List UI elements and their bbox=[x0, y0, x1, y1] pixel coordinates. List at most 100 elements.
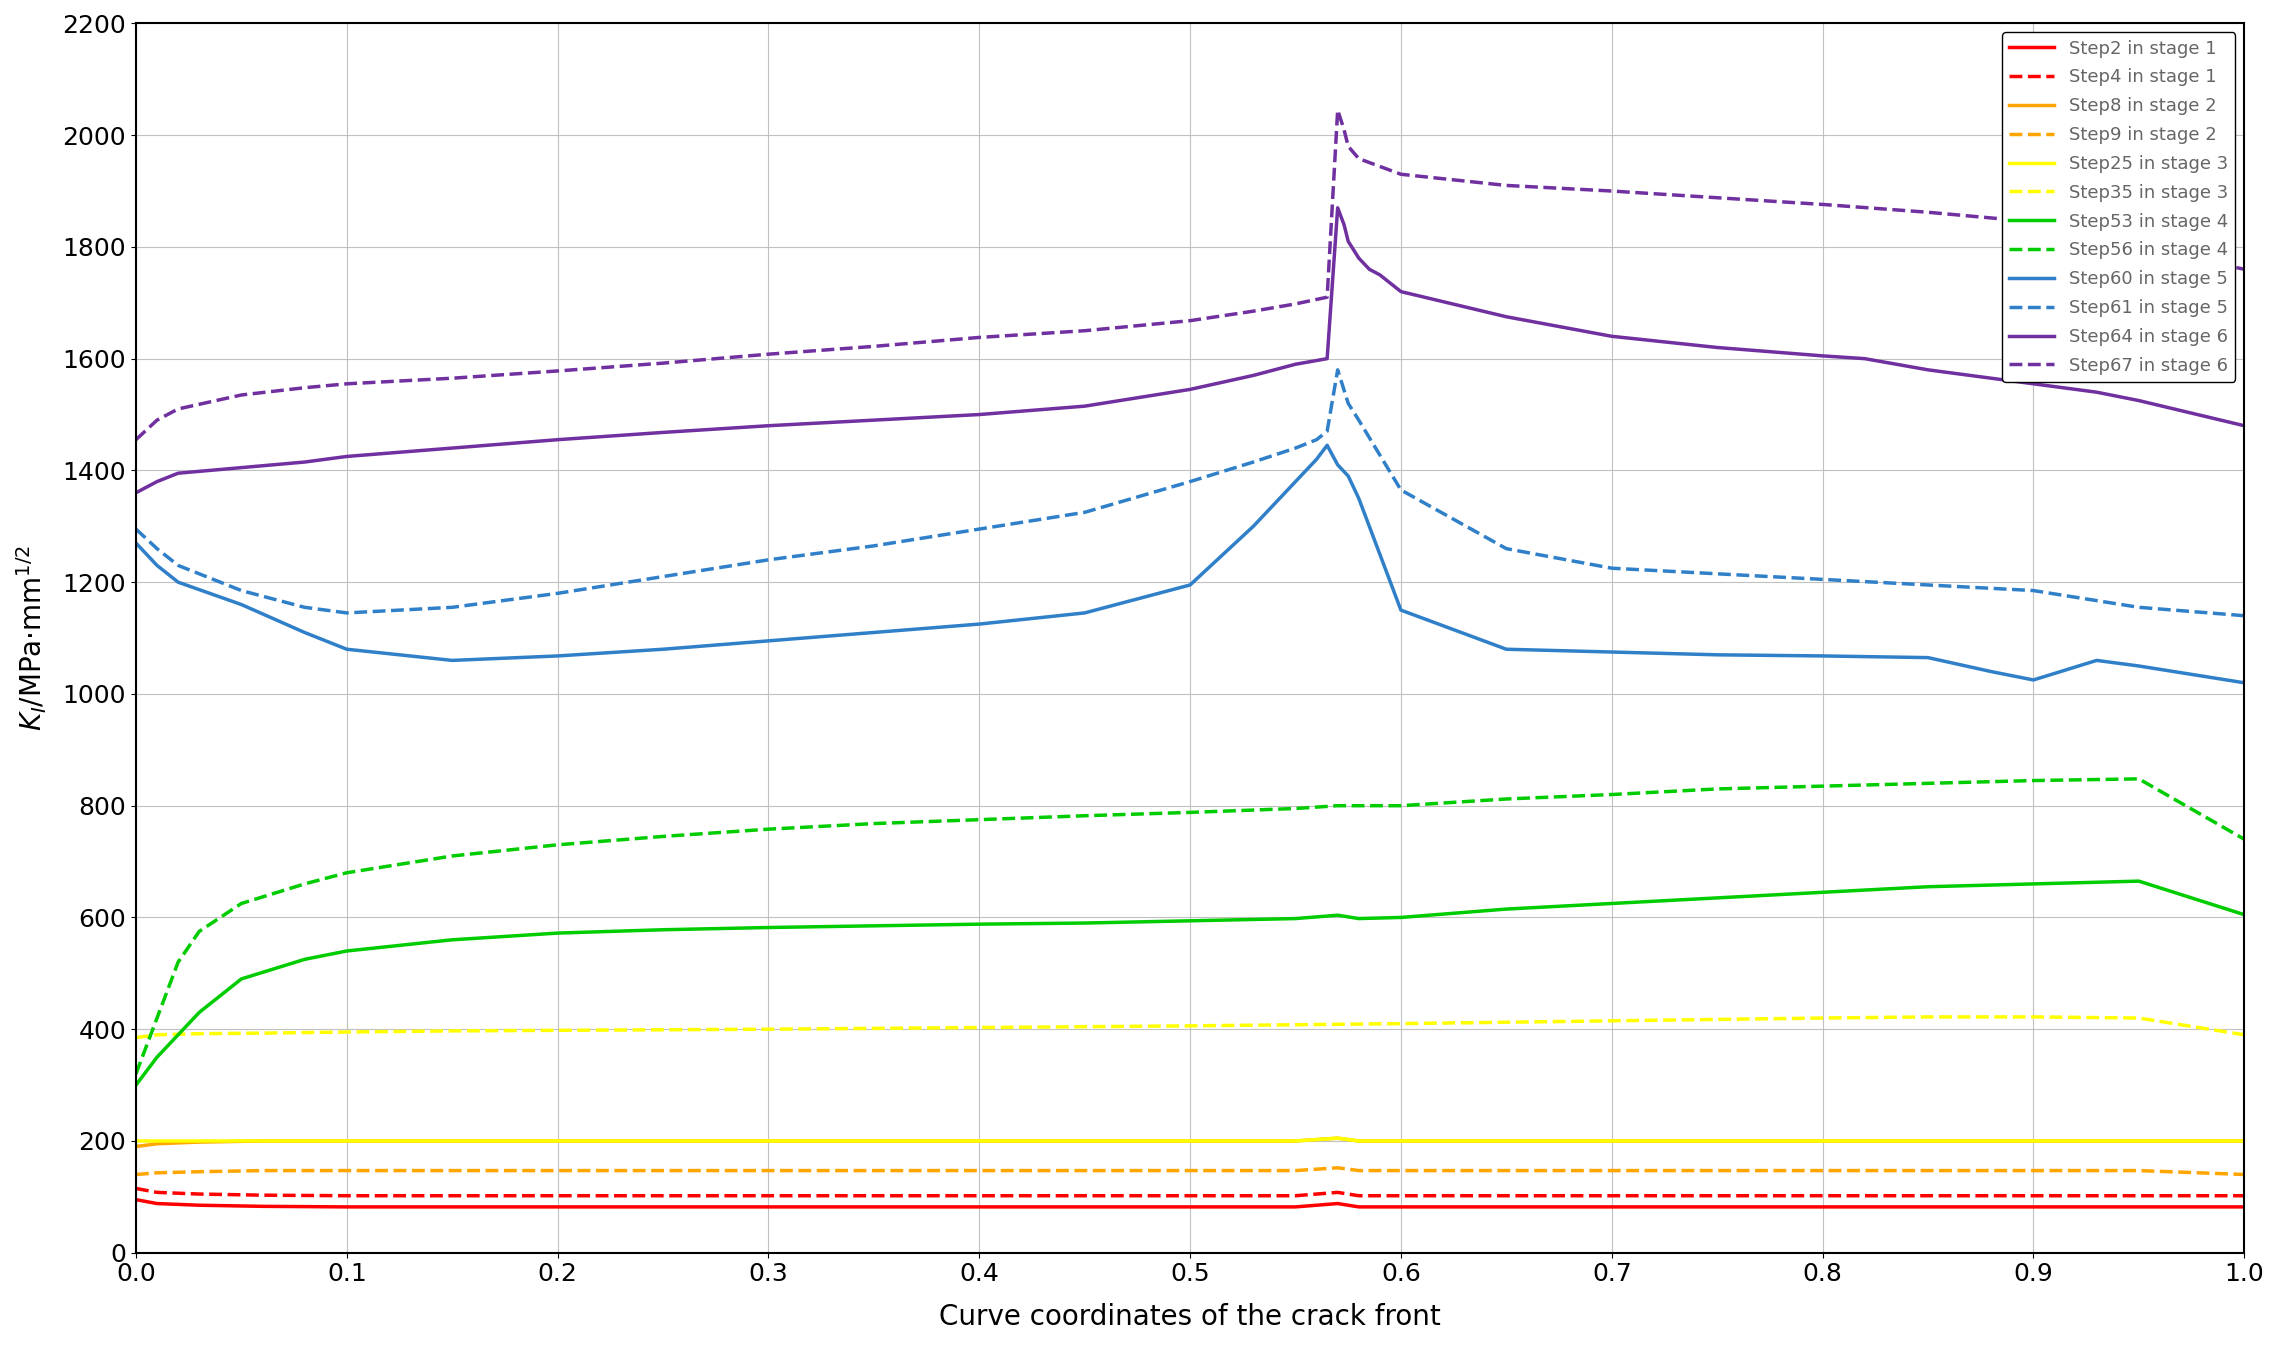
Step53 in stage 4 bbox=[228, 971, 255, 987]
Step25 in stage 3 bbox=[754, 1132, 781, 1149]
Step64 in stage 6 bbox=[1852, 351, 1879, 367]
Step4 in stage 1 bbox=[1344, 1188, 1371, 1204]
Step2 in stage 1 bbox=[440, 1198, 467, 1215]
Step53 in stage 4 bbox=[1492, 901, 1519, 917]
Step60 in stage 5 bbox=[1367, 546, 1394, 562]
Step64 in stage 6 bbox=[1492, 309, 1519, 325]
Step4 in stage 1 bbox=[2021, 1188, 2048, 1204]
Step60 in stage 5 bbox=[1492, 642, 1519, 658]
Step56 in stage 4 bbox=[2125, 771, 2153, 787]
Step61 in stage 5 bbox=[2230, 608, 2257, 624]
Step61 in stage 5 bbox=[333, 605, 360, 621]
Step53 in stage 4 bbox=[1283, 911, 1310, 927]
Step53 in stage 4 bbox=[185, 1005, 212, 1021]
Step4 in stage 1 bbox=[544, 1188, 572, 1204]
Step61 in stage 5 bbox=[1335, 395, 1362, 412]
Step67 in stage 6 bbox=[649, 355, 677, 371]
Step61 in stage 5 bbox=[164, 557, 191, 573]
Step60 in stage 5 bbox=[1704, 647, 1731, 663]
Step56 in stage 4 bbox=[1387, 798, 1415, 814]
Step35 in stage 3 bbox=[1599, 1013, 1626, 1029]
Step8 in stage 2 bbox=[1387, 1132, 1415, 1149]
Step60 in stage 5 bbox=[2082, 652, 2109, 668]
Y-axis label: $K_I$/MPa·mm$^{1/2}$: $K_I$/MPa·mm$^{1/2}$ bbox=[14, 545, 48, 730]
Step64 in stage 6 bbox=[1314, 351, 1342, 367]
Step25 in stage 3 bbox=[1387, 1132, 1415, 1149]
Step9 in stage 2 bbox=[1387, 1162, 1415, 1178]
Step25 in stage 3 bbox=[2230, 1132, 2257, 1149]
Step67 in stage 6 bbox=[1239, 303, 1267, 319]
Step56 in stage 4 bbox=[1071, 808, 1098, 824]
Step4 in stage 1 bbox=[2125, 1188, 2153, 1204]
Step25 in stage 3 bbox=[1324, 1130, 1351, 1146]
Step60 in stage 5 bbox=[1175, 577, 1203, 593]
Step64 in stage 6 bbox=[754, 418, 781, 434]
Step67 in stage 6 bbox=[440, 370, 467, 386]
Step61 in stage 5 bbox=[1492, 541, 1519, 557]
Step61 in stage 5 bbox=[2021, 582, 2048, 599]
Step64 in stage 6 bbox=[164, 465, 191, 482]
Step25 in stage 3 bbox=[2021, 1132, 2048, 1149]
Step8 in stage 2 bbox=[1344, 1132, 1371, 1149]
Step53 in stage 4 bbox=[440, 932, 467, 948]
Step4 in stage 1 bbox=[1599, 1188, 1626, 1204]
Step64 in stage 6 bbox=[649, 425, 677, 441]
Step9 in stage 2 bbox=[440, 1162, 467, 1178]
Step60 in stage 5 bbox=[1239, 518, 1267, 534]
Step64 in stage 6 bbox=[966, 406, 993, 422]
Step64 in stage 6 bbox=[228, 460, 255, 476]
Step61 in stage 5 bbox=[1303, 432, 1330, 448]
Step2 in stage 1 bbox=[1599, 1198, 1626, 1215]
Step8 in stage 2 bbox=[2230, 1132, 2257, 1149]
Step4 in stage 1 bbox=[333, 1188, 360, 1204]
Step53 in stage 4 bbox=[2021, 876, 2048, 892]
Line: Step35 in stage 3: Step35 in stage 3 bbox=[137, 1017, 2244, 1037]
Step8 in stage 2 bbox=[248, 1132, 276, 1149]
Step64 in stage 6 bbox=[1324, 199, 1351, 215]
Step35 in stage 3 bbox=[966, 1020, 993, 1036]
Line: Step56 in stage 4: Step56 in stage 4 bbox=[137, 779, 2244, 1073]
Step53 in stage 4 bbox=[861, 917, 888, 933]
Step9 in stage 2 bbox=[123, 1166, 150, 1182]
Step67 in stage 6 bbox=[1704, 190, 1731, 206]
Step35 in stage 3 bbox=[333, 1024, 360, 1040]
Step2 in stage 1 bbox=[2125, 1198, 2153, 1215]
Step53 in stage 4 bbox=[2125, 873, 2153, 889]
Step35 in stage 3 bbox=[544, 1022, 572, 1038]
Step60 in stage 5 bbox=[1344, 491, 1371, 507]
Step60 in stage 5 bbox=[292, 624, 319, 640]
Step64 in stage 6 bbox=[123, 484, 150, 500]
Step2 in stage 1 bbox=[248, 1198, 276, 1215]
Step35 in stage 3 bbox=[1175, 1018, 1203, 1034]
Step9 in stage 2 bbox=[1324, 1159, 1351, 1176]
Step64 in stage 6 bbox=[2125, 393, 2153, 409]
X-axis label: Curve coordinates of the crack front: Curve coordinates of the crack front bbox=[939, 1303, 1442, 1332]
Step9 in stage 2 bbox=[1283, 1162, 1310, 1178]
Step56 in stage 4 bbox=[754, 820, 781, 837]
Step60 in stage 5 bbox=[1387, 603, 1415, 619]
Step60 in stage 5 bbox=[440, 652, 467, 668]
Step4 in stage 1 bbox=[1283, 1188, 1310, 1204]
Step56 in stage 4 bbox=[292, 876, 319, 892]
Step2 in stage 1 bbox=[544, 1198, 572, 1215]
Step9 in stage 2 bbox=[2021, 1162, 2048, 1178]
Line: Step25 in stage 3: Step25 in stage 3 bbox=[137, 1138, 2244, 1141]
Step35 in stage 3 bbox=[144, 1026, 171, 1042]
Step9 in stage 2 bbox=[1175, 1162, 1203, 1178]
Step53 in stage 4 bbox=[1324, 907, 1351, 923]
Step9 in stage 2 bbox=[333, 1162, 360, 1178]
Step67 in stage 6 bbox=[1335, 139, 1362, 155]
Step35 in stage 3 bbox=[2230, 1026, 2257, 1042]
Step64 in stage 6 bbox=[144, 473, 171, 490]
Step56 in stage 4 bbox=[1809, 777, 1836, 794]
Step9 in stage 2 bbox=[185, 1163, 212, 1180]
Step35 in stage 3 bbox=[1283, 1017, 1310, 1033]
Step67 in stage 6 bbox=[1599, 183, 1626, 199]
Step61 in stage 5 bbox=[1809, 572, 1836, 588]
Step9 in stage 2 bbox=[1809, 1162, 1836, 1178]
Step67 in stage 6 bbox=[1914, 204, 1941, 221]
Legend: Step2 in stage 1, Step4 in stage 1, Step8 in stage 2, Step9 in stage 2, Step25 i: Step2 in stage 1, Step4 in stage 1, Step… bbox=[2002, 32, 2235, 382]
Step60 in stage 5 bbox=[123, 535, 150, 551]
Step61 in stage 5 bbox=[1314, 424, 1342, 440]
Step25 in stage 3 bbox=[333, 1132, 360, 1149]
